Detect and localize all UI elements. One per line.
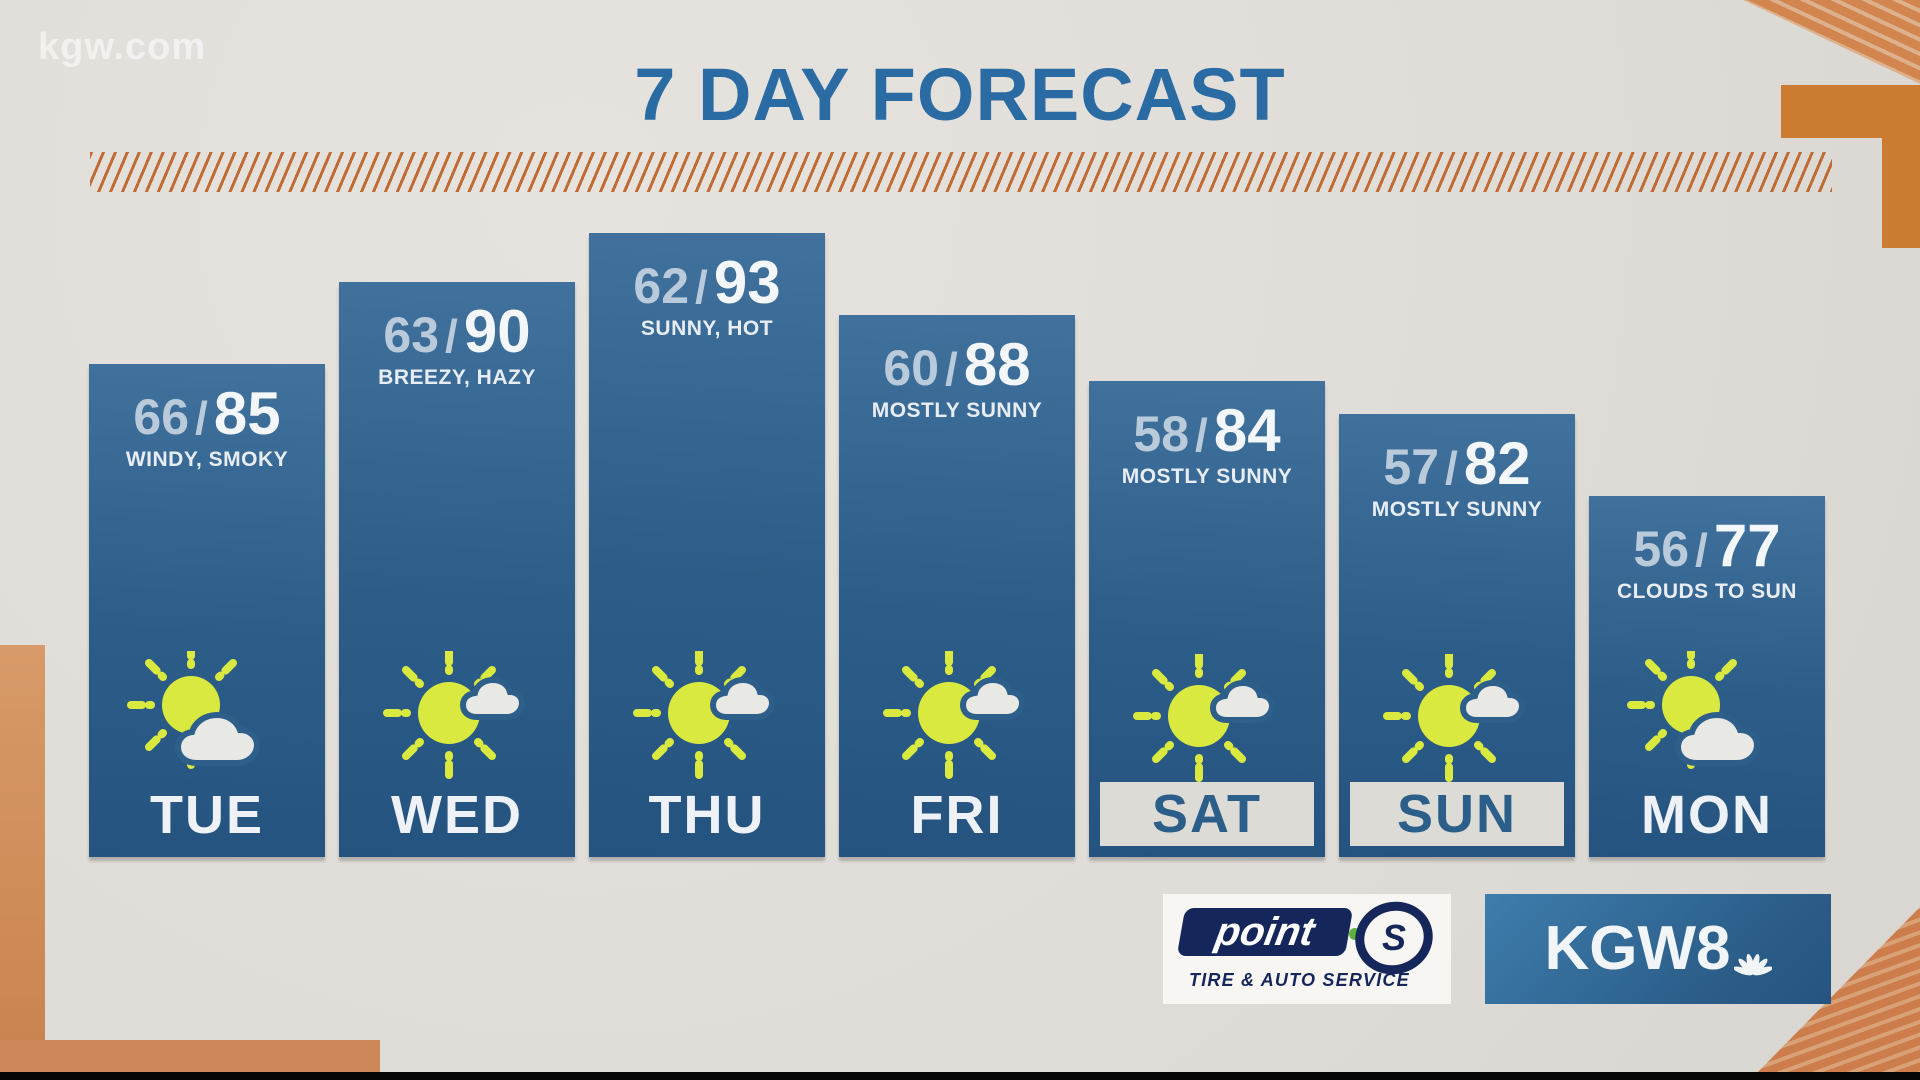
temperature-pair: 56 / 77 — [1633, 516, 1780, 576]
day-label: SUN — [1350, 782, 1564, 846]
nbc-peacock-icon — [1733, 953, 1772, 976]
low-temperature: 58 — [1133, 406, 1190, 462]
point-s-mark-text: S — [1381, 917, 1407, 959]
high-temperature: 90 — [463, 298, 531, 365]
forecast-day-column: 66 / 85 WINDY, SMOKY TUE — [89, 364, 325, 857]
temperature-separator: / — [1195, 409, 1208, 461]
mostly-sunny-icon — [1383, 650, 1526, 782]
sponsor-tagline: TIRE & AUTO SERVICE — [1189, 970, 1410, 990]
temperature-pair: 60 / 88 — [883, 335, 1030, 395]
condition-text: MOSTLY SUNNY — [871, 399, 1043, 422]
condition-text: CLOUDS TO SUN — [1617, 580, 1797, 603]
point-s-brand-text: point — [1212, 909, 1318, 954]
weather-icon-slot — [627, 647, 787, 779]
forecast-day-column: 62 / 93 SUNNY, HOT THU — [589, 233, 825, 857]
page-title: 7 DAY FORECAST — [634, 53, 1286, 136]
condition-text: MOSTLY SUNNY — [1121, 465, 1293, 488]
low-temperature: 57 — [1383, 439, 1440, 495]
high-temperature: 85 — [213, 380, 281, 447]
day-label: WED — [391, 785, 523, 845]
weather-icon-slot — [877, 647, 1037, 779]
partly-cloudy-icon — [1627, 641, 1761, 769]
high-temperature: 77 — [1713, 512, 1781, 579]
forecast-day-column: 63 / 90 BREEZY, HAZY WED — [339, 282, 575, 857]
low-temperature: 66 — [133, 389, 190, 445]
low-temperature: 60 — [883, 340, 940, 396]
temperature-pair: 58 / 84 — [1133, 401, 1280, 461]
condition-text: BREEZY, HAZY — [378, 366, 536, 389]
title-underline-hatch — [90, 152, 1832, 192]
corner-bracket-bottom-left-vertical — [0, 645, 45, 1072]
kgw-watermark: kgw.com — [38, 26, 207, 68]
temperature-separator: / — [195, 392, 208, 444]
point-s-wordmark: point — [1176, 908, 1354, 956]
mostly-sunny-icon — [383, 647, 526, 779]
mostly-sunny-icon — [1133, 650, 1276, 782]
weather-icon-slot — [1377, 650, 1537, 782]
low-temperature: 56 — [1633, 521, 1690, 577]
high-temperature: 88 — [963, 331, 1031, 398]
sponsor-point-s-logo: point S TIRE & AUTO SERVICE — [1163, 891, 1451, 1004]
day-label: THU — [648, 785, 766, 845]
forecast-day-column: 58 / 84 MOSTLY SUNNY SAT — [1089, 381, 1325, 857]
forecast-day-column: 60 / 88 MOSTLY SUNNY FRI — [839, 315, 1075, 857]
day-label: TUE — [150, 785, 264, 845]
mostly-sunny-icon — [883, 647, 1026, 779]
condition-text: MOSTLY SUNNY — [1371, 498, 1543, 521]
forecast-day-column: 56 / 77 CLOUDS TO SUN MON — [1589, 496, 1825, 857]
weather-icon-slot — [1127, 650, 1287, 782]
letterbox-bottom — [0, 1072, 1920, 1080]
temperature-separator: / — [1445, 442, 1458, 494]
forecast-bars: 66 / 85 WINDY, SMOKY TUE 63 / 90 BREEZY,… — [89, 0, 1831, 857]
low-temperature: 63 — [383, 307, 440, 363]
condition-text: SUNNY, HOT — [640, 317, 774, 340]
temperature-pair: 63 / 90 — [383, 302, 530, 362]
temperature-separator: / — [1695, 524, 1708, 576]
temperature-separator: / — [945, 343, 958, 395]
high-temperature: 93 — [713, 249, 781, 316]
high-temperature: 84 — [1213, 397, 1281, 464]
temperature-separator: / — [445, 310, 458, 362]
station-call-letters: KGW8 — [1544, 914, 1731, 983]
high-temperature: 82 — [1463, 430, 1531, 497]
temperature-pair: 62 / 93 — [633, 253, 780, 313]
weather-icon-slot — [1627, 641, 1787, 779]
mostly-sunny-icon — [633, 647, 776, 779]
partly-cloudy-icon — [127, 641, 261, 769]
temperature-pair: 57 / 82 — [1383, 434, 1530, 494]
day-label: MON — [1641, 785, 1773, 845]
weather-icon-slot — [377, 647, 537, 779]
day-label: SAT — [1100, 782, 1314, 846]
low-temperature: 62 — [633, 258, 690, 314]
forecast-day-column: 57 / 82 MOSTLY SUNNY SUN — [1339, 414, 1575, 857]
corner-bracket-bottom-left-horizontal — [0, 1040, 380, 1072]
corner-bracket-top-right-vertical — [1882, 85, 1920, 248]
condition-text: WINDY, SMOKY — [125, 448, 289, 471]
temperature-pair: 66 / 85 — [133, 384, 280, 444]
temperature-separator: / — [695, 261, 708, 313]
weather-icon-slot — [127, 641, 287, 779]
station-logo: KGW8 — [1485, 894, 1831, 1004]
day-label: FRI — [910, 785, 1004, 845]
